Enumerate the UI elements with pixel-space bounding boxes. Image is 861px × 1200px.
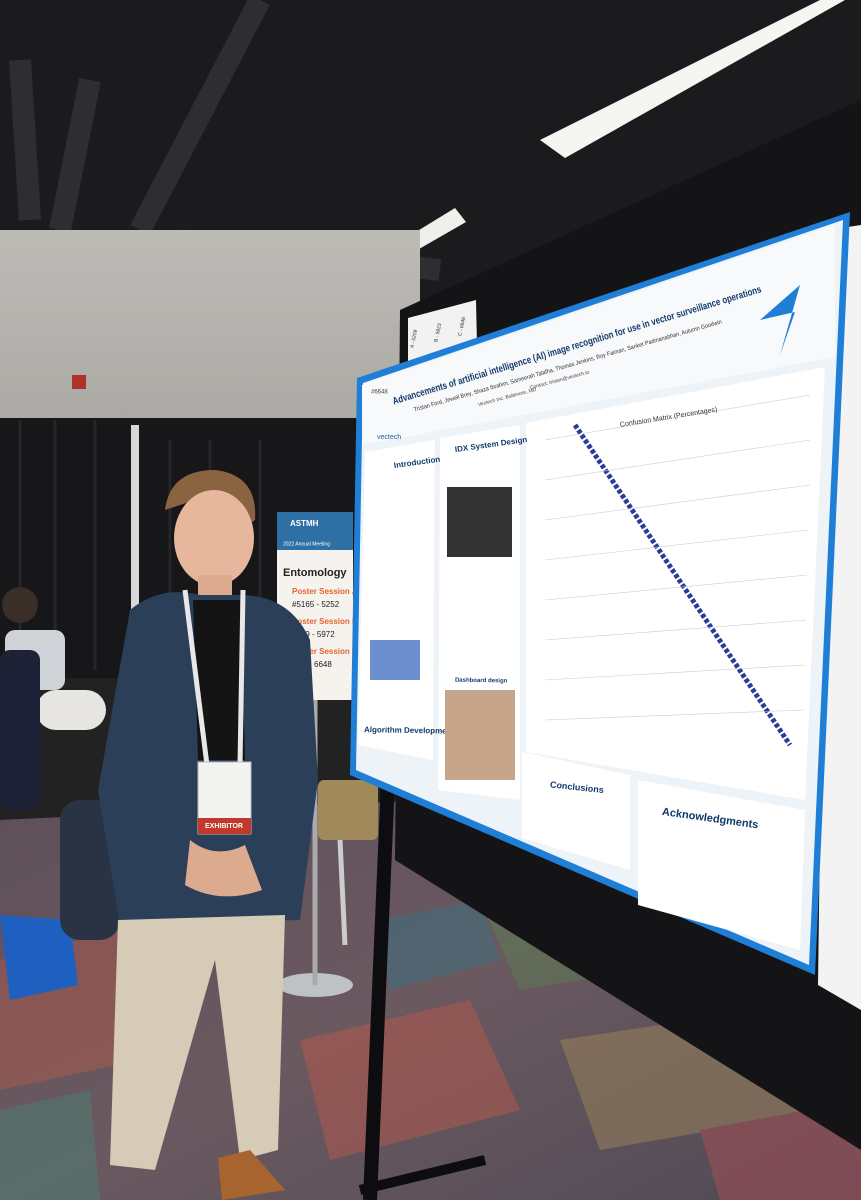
- person-seated: [0, 650, 40, 810]
- session-range: 5879 - 5972: [292, 630, 335, 639]
- curtain-pole: [131, 425, 139, 625]
- wall: [0, 230, 420, 450]
- table: [36, 690, 106, 730]
- person-undershirt: [193, 600, 245, 760]
- poster-figure: [447, 487, 512, 557]
- person-head: [2, 587, 38, 623]
- panel: [522, 752, 630, 870]
- matrix-diagonal: [572, 423, 793, 747]
- sign-meeting: 2022 Annual Meeting: [283, 541, 330, 547]
- poster-logo-mark: [760, 285, 800, 355]
- person-hands: [185, 840, 262, 897]
- section-heading: Algorithm Development: [364, 725, 455, 736]
- lanyard: [237, 589, 246, 766]
- chair: [318, 780, 378, 840]
- board-foot: [358, 1155, 487, 1195]
- confusion-matrix-panel: [526, 367, 825, 800]
- sign-brand: ASTMH: [290, 519, 319, 528]
- sign-header: [277, 512, 353, 550]
- poster-header: [362, 225, 835, 445]
- badge-band: [198, 818, 251, 834]
- person-legs: [60, 800, 120, 940]
- panel: [358, 440, 435, 760]
- person-shoe: [218, 1150, 285, 1200]
- poster-number: #6648: [371, 390, 388, 396]
- board-tag-item: B - 5923: [433, 323, 443, 343]
- session-name: Poster Session A: [292, 587, 358, 596]
- person-pants: [110, 915, 285, 1170]
- board-tag-item: A - 5209: [409, 329, 419, 349]
- chair-leg: [337, 839, 348, 946]
- poster-figure: [370, 640, 420, 680]
- bag: [0, 915, 78, 1000]
- lanyard: [182, 589, 210, 766]
- ceiling-light: [540, 0, 845, 158]
- session-range: 6648: [314, 660, 332, 669]
- session-name: Poster Session B: [292, 617, 358, 626]
- badge-label: EXHIBITOR: [205, 823, 243, 830]
- board-tag-item: C - 6648: [457, 316, 467, 336]
- poster-logo: vectech: [377, 434, 401, 441]
- board-leg: [363, 779, 395, 1200]
- panel: [638, 780, 805, 950]
- session-name: Poster Session C: [292, 647, 358, 656]
- person-face: [174, 490, 254, 586]
- session-range: #5165 - 5252: [292, 600, 340, 609]
- poster-figure: [445, 690, 515, 780]
- matrix-rows: [544, 394, 811, 721]
- section-heading: Dashboard design: [455, 678, 508, 685]
- sign-heading: Entomology: [283, 567, 347, 579]
- fire-alarm: [72, 375, 86, 389]
